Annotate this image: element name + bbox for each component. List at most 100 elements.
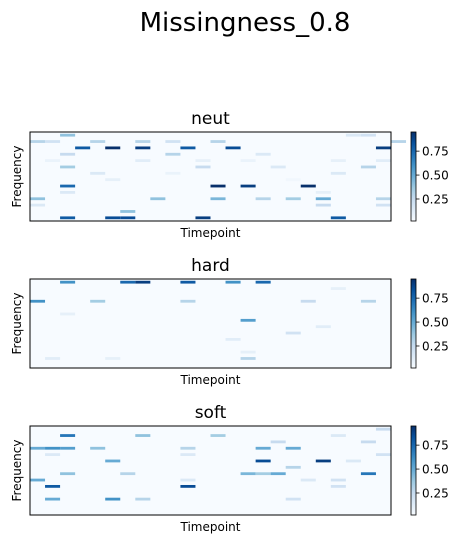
heatmap-cell [105, 459, 121, 463]
colorbar-tick-label: 0.75 [422, 145, 449, 159]
y-axis-label: Frequency [10, 293, 24, 355]
axes-frame [29, 131, 392, 222]
heatmap-cell [255, 197, 271, 201]
heatmap-cell [105, 178, 121, 182]
heatmap-cell [90, 171, 106, 175]
heatmap-cell [105, 216, 121, 220]
heatmap-cell [210, 434, 226, 437]
heatmap-cell [90, 446, 106, 450]
heatmap-cell [30, 197, 46, 201]
heatmap-cell [375, 203, 391, 207]
heatmap-cell [285, 446, 301, 450]
heatmap-cell [45, 453, 61, 457]
heatmap-cell [240, 472, 256, 476]
heatmap-cell [255, 472, 271, 476]
heatmap-cell [285, 197, 301, 201]
heatmap-cell [180, 299, 196, 303]
heatmap-cell [135, 434, 151, 437]
heatmap-cell [330, 159, 346, 163]
heatmap-cell [360, 472, 376, 476]
heatmap-cell [330, 287, 346, 290]
heatmap-background [30, 279, 391, 368]
heatmap-cell [240, 159, 256, 163]
heatmap-panel-hard: hard Timepoint Frequency 0.25 0.50 0.75 [10, 256, 449, 387]
colorbar-tick-label: 0.50 [422, 169, 449, 183]
heatmap-cell [375, 159, 391, 163]
heatmap-cell [240, 357, 256, 360]
heatmap-cell [210, 140, 226, 143]
heatmap-cell [285, 465, 301, 469]
heatmap-cell [180, 453, 196, 457]
heatmap-cell [270, 165, 286, 169]
heatmap-cell [60, 152, 76, 156]
heatmap-cell [195, 165, 211, 169]
heatmap-cell [315, 459, 331, 463]
y-axis-label: Frequency [10, 146, 24, 208]
heatmap-cell [45, 140, 61, 143]
heatmap-cell [180, 484, 196, 488]
heatmap-cell [60, 434, 76, 437]
heatmap-cell [240, 184, 256, 188]
axes-frame [29, 278, 392, 369]
figure-suptitle: Missingness_0.8 [140, 8, 351, 38]
heatmap-cell [165, 140, 181, 143]
panel-title: neut [191, 109, 230, 129]
heatmap-cell [120, 210, 136, 213]
heatmap-cell [75, 146, 91, 150]
heatmap-cell [30, 140, 46, 143]
x-axis-label: Timepoint [180, 520, 241, 534]
heatmap-cell [315, 325, 331, 329]
heatmap-cell [30, 299, 46, 303]
heatmap-cell [195, 159, 211, 163]
heatmap-cell [105, 146, 121, 150]
colorbar-tick-label: 0.75 [422, 439, 449, 453]
heatmap-cell [105, 357, 121, 360]
heatmap-cell [375, 146, 391, 150]
heatmap-cell [60, 190, 76, 194]
heatmap-cell [105, 497, 121, 501]
heatmap-cell [315, 190, 331, 194]
heatmap-cell [30, 478, 46, 482]
heatmap-cell [180, 146, 196, 150]
heatmap-cell [255, 446, 271, 450]
axes-frame [29, 425, 392, 516]
heatmap-cell [120, 280, 136, 284]
heatmap-cell [330, 434, 346, 437]
colorbar-tick-label: 0.50 [422, 316, 449, 330]
x-axis-label: Timepoint [180, 226, 241, 240]
heatmap-cell [270, 440, 286, 444]
heatmap-cell [90, 299, 106, 303]
heatmap-cell [345, 133, 361, 137]
heatmap-cell [30, 446, 46, 450]
heatmap-cell [60, 184, 76, 188]
heatmap-panels: neut Timepoint Frequency 0.25 0.50 0.75 hard Ti… [10, 109, 449, 534]
colorbar-tick-label: 0.50 [422, 463, 449, 477]
heatmap-cell [135, 280, 151, 284]
heatmap-cell [90, 140, 106, 143]
heatmap-cell [195, 216, 211, 220]
heatmap-cell [225, 337, 241, 341]
heatmap-cell [60, 216, 76, 220]
heatmap-cell [120, 472, 136, 476]
colorbar-tick-label: 0.25 [422, 486, 449, 500]
heatmap-cell [135, 159, 151, 163]
heatmap-cell [135, 497, 151, 501]
heatmap-cell [60, 165, 76, 169]
heatmap-cell [45, 497, 61, 501]
heatmap-cell [60, 472, 76, 476]
colorbar [410, 425, 417, 516]
heatmap-cell [240, 318, 256, 322]
heatmap-panel-neut: neut Timepoint Frequency 0.25 0.50 0.75 [10, 109, 449, 240]
heatmap-cell [270, 472, 286, 476]
heatmap-cell [300, 299, 316, 303]
heatmap-cell [45, 484, 61, 488]
heatmap-cell [60, 280, 76, 284]
heatmap-cell [330, 484, 346, 488]
heatmap-cell [375, 427, 391, 431]
heatmap-cell [60, 312, 76, 316]
colorbar-tick-label: 0.25 [422, 339, 449, 353]
heatmap-cell [360, 440, 376, 444]
panel-title: soft [195, 403, 227, 423]
heatmap-cell [135, 140, 151, 143]
